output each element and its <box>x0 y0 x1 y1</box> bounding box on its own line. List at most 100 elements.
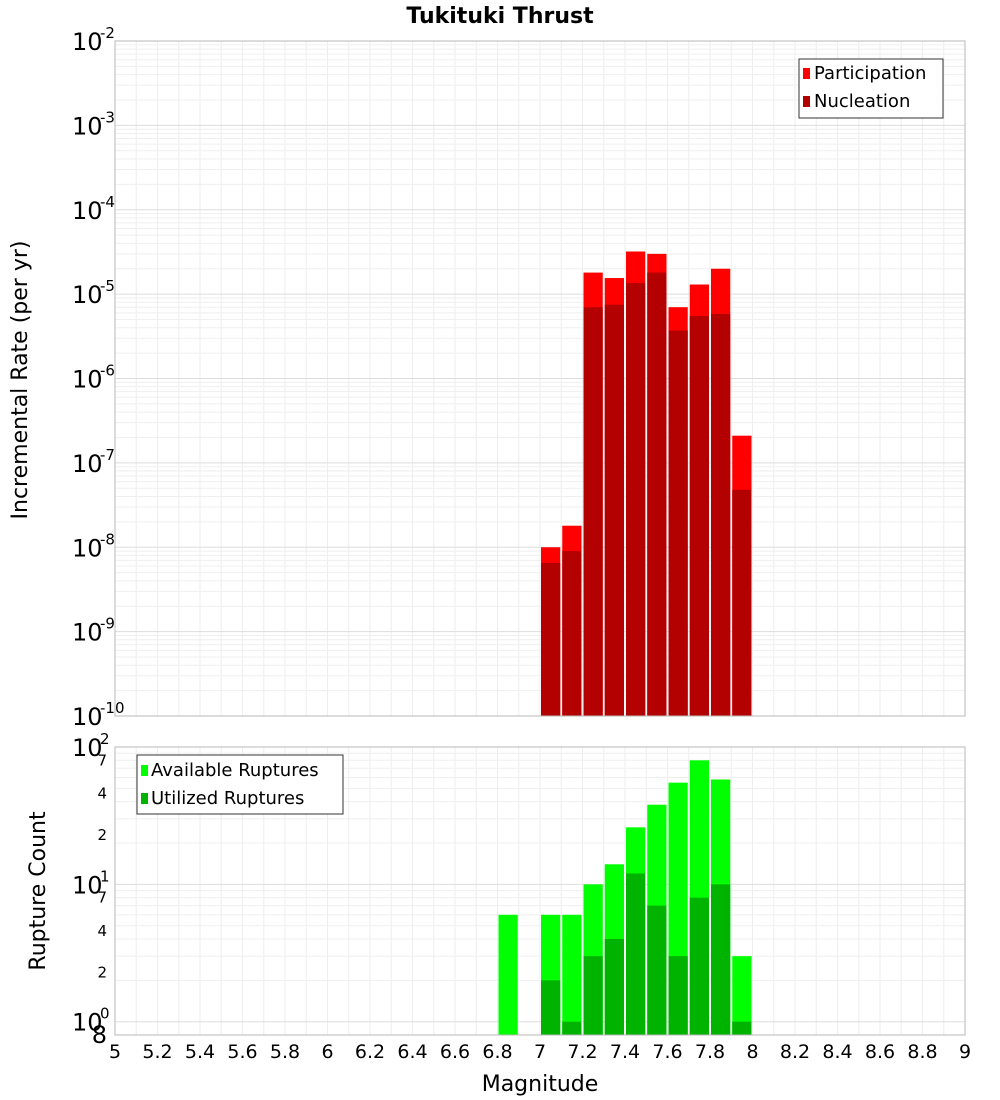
y-minor-tick-label: 4 <box>97 785 107 803</box>
nucleation-bar <box>689 316 709 716</box>
x-tick-label: 7.2 <box>567 1041 597 1063</box>
nucleation-bar <box>668 330 688 716</box>
count-legend: Available Ruptures Utilized Ruptures <box>136 754 344 815</box>
x-tick-label: 9 <box>959 1041 971 1063</box>
utilized-ruptures-bar <box>647 905 667 1035</box>
utilized-ruptures-bar <box>583 956 603 1035</box>
available-ruptures-bar <box>732 956 752 1035</box>
nucleation-bar <box>583 307 603 716</box>
utilized-ruptures-bar <box>732 1021 752 1035</box>
nucleation-bar <box>647 272 667 716</box>
x-tick-label: 8.4 <box>822 1041 852 1063</box>
bottom-y-axis-label: Rupture Count <box>26 811 51 971</box>
count-plot-border <box>114 746 966 1036</box>
y-tick-label: 10 <box>72 534 103 562</box>
legend-label: Utilized Ruptures <box>151 788 304 809</box>
utilized-ruptures-bar <box>626 873 646 1035</box>
y-tick-exponent: -3 <box>100 108 115 126</box>
count-bars <box>498 760 752 1035</box>
y-minor-tick-label: 7 <box>97 889 107 907</box>
y-tick-label: 10 <box>72 734 103 762</box>
y-tick-label: 10 <box>72 112 103 140</box>
x-tick-label: 7.4 <box>610 1041 640 1063</box>
x-tick-label: 5.2 <box>142 1041 172 1063</box>
available-ruptures-bar <box>562 914 582 1035</box>
utilized-ruptures-bar <box>711 884 731 1035</box>
x-tick-label: 6 <box>321 1041 333 1063</box>
y-tick-label: 10 <box>72 366 103 394</box>
nucleation-bar <box>562 551 582 716</box>
x-tick-label: 6.2 <box>355 1041 385 1063</box>
available-ruptures-bar <box>498 914 518 1035</box>
rate-legend: Participation Nucleation <box>798 58 944 119</box>
y-tick-exponent: -6 <box>100 362 115 380</box>
y-tick-label: 10 <box>72 1009 103 1037</box>
x-tick-label: 5.6 <box>227 1041 257 1063</box>
rate-gridlines <box>114 41 966 717</box>
x-tick-label: 6.6 <box>440 1041 470 1063</box>
y-tick-exponent: -4 <box>100 193 115 211</box>
x-tick-label: 8.6 <box>865 1041 895 1063</box>
y-tick-label: 10 <box>72 197 103 225</box>
y-tick-label: 10 <box>72 281 103 309</box>
utilized-ruptures-bar <box>541 980 561 1035</box>
y-minor-tick-label: 4 <box>97 922 107 940</box>
nucleation-bar <box>604 304 624 716</box>
x-tick-label: 5.8 <box>270 1041 300 1063</box>
legend-swatch <box>803 96 810 107</box>
x-tick-label: 8.2 <box>780 1041 810 1063</box>
y-tick-exponent: -10 <box>100 699 125 717</box>
legend-swatch <box>141 793 148 804</box>
x-tick-label: 8 <box>746 1041 758 1063</box>
y-tick-label: 8 <box>92 1021 107 1049</box>
nucleation-bar <box>541 563 561 716</box>
y-tick-label: 10 <box>72 871 103 899</box>
y-tick-exponent: -2 <box>100 24 115 42</box>
y-tick-exponent: -8 <box>100 530 115 548</box>
utilized-ruptures-bar <box>668 956 688 1035</box>
y-minor-tick-label: 7 <box>97 751 107 769</box>
legend-swatch <box>141 765 148 776</box>
y-tick-exponent: 0 <box>100 1005 110 1023</box>
legend-swatch <box>803 68 810 79</box>
rate-plot-border <box>114 40 966 717</box>
x-tick-label: 7.8 <box>695 1041 725 1063</box>
x-tick-label: 7.6 <box>652 1041 682 1063</box>
y-tick-exponent: 1 <box>100 867 110 885</box>
nucleation-bar <box>711 314 731 716</box>
x-tick-label: 6.8 <box>482 1041 512 1063</box>
x-tick-label: 6.4 <box>397 1041 427 1063</box>
y-tick-exponent: -7 <box>100 446 115 464</box>
legend-box <box>136 754 344 815</box>
legend-label: Participation <box>814 63 926 84</box>
nucleation-bar <box>626 283 646 716</box>
y-minor-tick-label: 2 <box>97 963 107 981</box>
x-tick-label: 5.4 <box>185 1041 215 1063</box>
x-tick-label: 8.8 <box>907 1041 937 1063</box>
y-tick-exponent: -5 <box>100 277 115 295</box>
y-tick-exponent: 2 <box>100 730 110 748</box>
utilized-ruptures-bar <box>604 939 624 1035</box>
top-y-axis-label: Incremental Rate (per yr) <box>8 241 33 520</box>
x-axis-label: Magnitude <box>482 1072 599 1097</box>
rate-bars <box>541 251 752 716</box>
y-tick-label: 10 <box>72 28 103 56</box>
x-tick-label: 7 <box>534 1041 546 1063</box>
x-tick-label: 5 <box>109 1041 121 1063</box>
x-tick-labels: 5 5.2 5.4 5.6 5.8 6 6.2 6.4 6.6 6.8 7 7.2 7.4 7.6 7.8 8… <box>109 1041 971 1063</box>
utilized-ruptures-bar <box>689 897 709 1035</box>
y-minor-tick-label: 2 <box>97 826 107 844</box>
y-tick-label: 10 <box>72 703 103 731</box>
chart-title: Tukituki Thrust <box>406 4 594 29</box>
legend-label: Nucleation <box>814 91 910 112</box>
y-tick-exponent: -9 <box>100 615 115 633</box>
nucleation-bar <box>732 489 752 716</box>
y-tick-label: 10 <box>72 450 103 478</box>
y-tick-label: 10 <box>72 619 103 647</box>
legend-label: Available Ruptures <box>151 760 319 781</box>
